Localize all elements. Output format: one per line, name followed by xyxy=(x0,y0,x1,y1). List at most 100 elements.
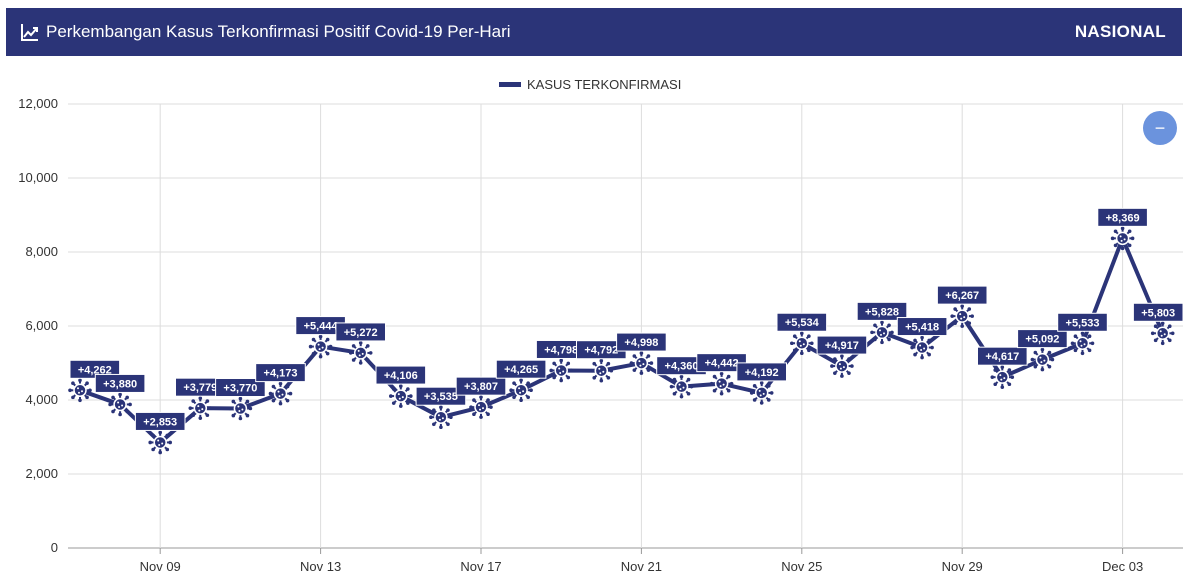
trend-chart-icon xyxy=(20,22,40,42)
data-label-box xyxy=(415,386,467,406)
data-point-virus-icon[interactable] xyxy=(910,335,934,360)
data-label: +4,917 xyxy=(825,340,859,352)
data-point-virus-icon[interactable] xyxy=(108,392,132,417)
y-tick-label: 2,000 xyxy=(25,466,58,481)
data-point-virus-icon[interactable] xyxy=(1030,347,1055,372)
data-label: +4,998 xyxy=(624,337,658,349)
data-point-virus-icon[interactable] xyxy=(870,320,894,345)
line-chart: 0 2,000 4,000 6,000 8,000 10,000 12,000 Nov 09 N… xyxy=(18,77,1184,574)
x-tick-label: Dec 03 xyxy=(1102,559,1143,574)
data-label-box xyxy=(1097,207,1148,227)
series-line xyxy=(79,236,1165,445)
data-label-box xyxy=(736,362,788,382)
data-point-virus-icon[interactable] xyxy=(389,384,413,408)
data-label: +5,533 xyxy=(1066,317,1100,329)
data-label-box xyxy=(1057,312,1108,332)
data-label-box xyxy=(495,359,547,379)
y-tick-label: 12,000 xyxy=(18,96,58,111)
data-label: +4,798 xyxy=(544,344,578,356)
minus-icon: − xyxy=(1154,117,1166,138)
data-label-box xyxy=(1132,302,1184,322)
data-point-virus-icon[interactable] xyxy=(228,396,253,421)
data-label-box xyxy=(616,332,667,352)
data-label-box xyxy=(375,365,427,385)
data-point-virus-icon[interactable] xyxy=(429,405,453,430)
data-point-virus-icon[interactable] xyxy=(749,381,774,405)
data-label: +5,534 xyxy=(785,317,820,329)
data-label: +4,360 xyxy=(665,361,699,373)
data-label: +4,617 xyxy=(985,351,1019,363)
data-label-box xyxy=(856,301,908,321)
data-label-box xyxy=(335,322,386,342)
data-label-box xyxy=(134,411,186,431)
data-point-virus-icon[interactable] xyxy=(709,371,734,396)
data-point-virus-icon[interactable] xyxy=(1110,226,1135,251)
chart-title: Perkembangan Kasus Terkonfirmasi Positif… xyxy=(46,22,511,41)
data-label-box xyxy=(936,285,988,305)
data-label-box xyxy=(455,376,507,396)
data-label-box xyxy=(1017,329,1068,349)
data-point-virus-icon[interactable] xyxy=(669,374,694,399)
data-label: +4,265 xyxy=(504,364,538,376)
data-point-virus-icon[interactable] xyxy=(549,358,573,383)
data-label: +3,535 xyxy=(424,391,458,403)
x-tick-label: Nov 25 xyxy=(781,559,822,574)
data-point-virus-icon[interactable] xyxy=(830,354,854,378)
data-point-virus-icon[interactable] xyxy=(469,395,493,419)
scope-label: NASIONAL xyxy=(1074,22,1166,41)
chart-header: Perkembangan Kasus Terkonfirmasi Positif… xyxy=(6,8,1182,56)
x-tick-label: Nov 21 xyxy=(621,559,662,574)
data-label: +3,770 xyxy=(223,383,257,395)
data-point-virus-icon[interactable] xyxy=(268,381,293,406)
data-label-box xyxy=(896,317,948,337)
data-point-virus-icon[interactable] xyxy=(308,334,333,359)
data-point-virus-icon[interactable] xyxy=(348,341,373,365)
data-point-virus-icon[interactable] xyxy=(629,351,654,375)
x-tick-label: Nov 09 xyxy=(140,559,181,574)
data-label-box xyxy=(69,359,121,379)
data-point-virus-icon[interactable] xyxy=(68,378,92,403)
data-point-virus-icon[interactable] xyxy=(509,378,533,402)
data-point-virus-icon[interactable] xyxy=(990,365,1015,389)
data-point-virus-icon[interactable] xyxy=(950,304,974,328)
y-tick-label: 4,000 xyxy=(25,392,58,407)
data-label: +8,369 xyxy=(1106,212,1140,224)
data-label: +4,442 xyxy=(705,358,739,370)
data-label: +4,192 xyxy=(745,367,779,379)
data-label-box xyxy=(977,346,1028,366)
legend-swatch xyxy=(499,82,521,87)
zoom-out-button[interactable]: − xyxy=(1143,111,1177,145)
data-label-box xyxy=(94,373,146,393)
data-label: +3,880 xyxy=(103,378,137,390)
data-point-virus-icon[interactable] xyxy=(148,430,172,455)
data-point-virus-icon[interactable] xyxy=(1150,321,1175,346)
y-tick-label: 10,000 xyxy=(18,170,58,185)
y-tick-label: 6,000 xyxy=(25,318,58,333)
data-label: +2,853 xyxy=(143,416,177,428)
data-point-virus-icon[interactable] xyxy=(1070,331,1095,356)
data-label: +5,418 xyxy=(905,322,939,334)
data-label: +4,262 xyxy=(78,364,112,376)
data-point-virus-icon[interactable] xyxy=(188,396,213,420)
data-label: +4,106 xyxy=(384,370,418,382)
data-label: +5,272 xyxy=(344,327,378,339)
data-label: +3,779 xyxy=(183,382,217,394)
data-label: +3,807 xyxy=(464,381,498,393)
data-label: +5,092 xyxy=(1025,334,1059,346)
data-label: +6,267 xyxy=(945,290,979,302)
data-label: +4,173 xyxy=(264,368,298,380)
y-tick-label: 0 xyxy=(51,540,58,555)
data-label: +4,792 xyxy=(584,345,618,357)
data-label: +5,444 xyxy=(304,321,339,333)
data-point-virus-icon[interactable] xyxy=(589,358,614,383)
data-label: +5,828 xyxy=(865,306,899,318)
data-label: +5,803 xyxy=(1141,307,1175,319)
data-label-box xyxy=(816,335,868,355)
x-tick-label: Nov 29 xyxy=(942,559,983,574)
data-label-box xyxy=(215,378,266,398)
data-point-virus-icon[interactable] xyxy=(790,331,814,356)
y-tick-label: 8,000 xyxy=(25,244,58,259)
data-label-box xyxy=(776,312,828,332)
x-tick-label: Nov 17 xyxy=(460,559,501,574)
legend-label: KASUS TERKONFIRMASI xyxy=(527,77,681,92)
